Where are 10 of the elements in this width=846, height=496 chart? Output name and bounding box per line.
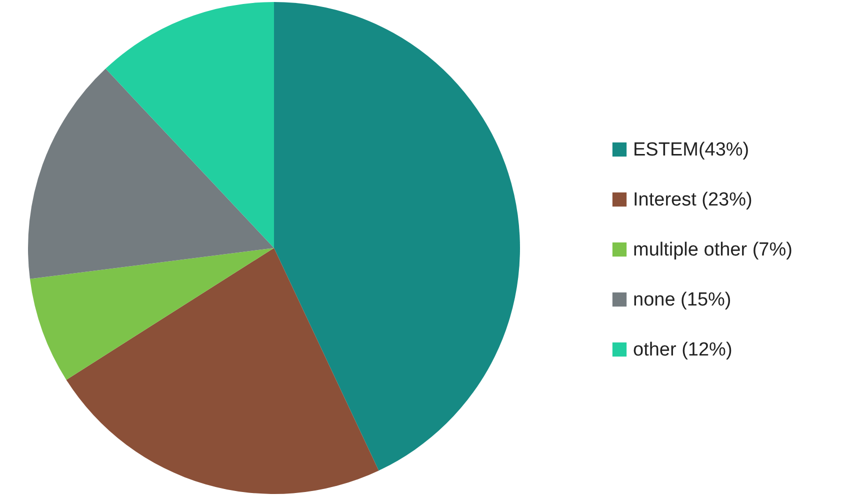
pie-slice — [274, 2, 520, 471]
pie-slice — [28, 68, 274, 279]
legend-label: none (15%) — [633, 290, 732, 310]
pie-slice — [30, 248, 274, 380]
legend-label: Interest (23%) — [633, 190, 752, 210]
pie-slice — [106, 2, 274, 248]
pie-slice — [66, 248, 379, 494]
legend-label: multiple other (7%) — [633, 240, 792, 260]
legend-label: ESTEM(43%) — [633, 140, 750, 160]
legend-label: other (12%) — [633, 340, 732, 360]
